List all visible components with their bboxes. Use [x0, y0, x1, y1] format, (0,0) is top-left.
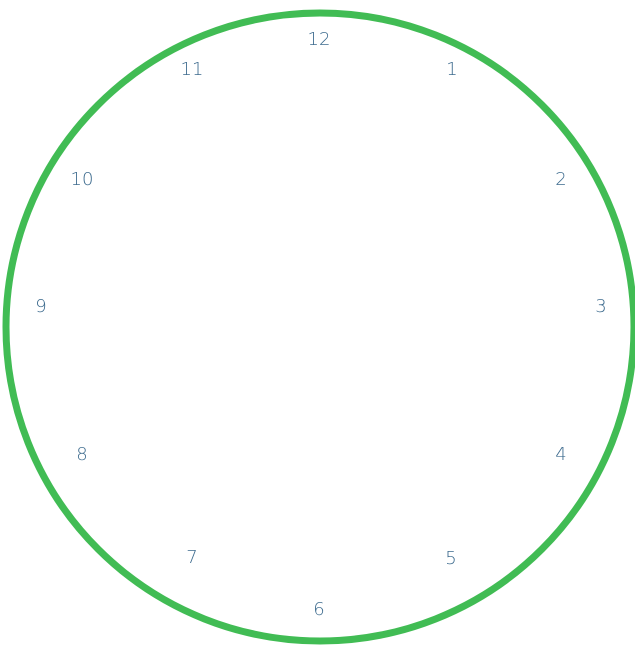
clock-number-9: 9 [35, 296, 46, 317]
clock-number-1: 1 [446, 59, 457, 80]
clock-number-7: 7 [186, 547, 197, 568]
clock-number-6: 6 [313, 599, 324, 620]
clock-number-4: 4 [555, 444, 566, 465]
clock-number-11: 11 [181, 59, 204, 80]
clock-number-2: 2 [555, 169, 566, 190]
clock-number-10: 10 [71, 169, 94, 190]
clock-ring [2, 9, 635, 645]
clock-number-12: 12 [308, 29, 331, 50]
clock-numbers: 12 1 2 3 4 5 6 7 8 9 10 11 [35, 29, 606, 620]
clock-number-8: 8 [76, 444, 87, 465]
clock-number-5: 5 [445, 548, 456, 569]
clock-number-3: 3 [595, 296, 606, 317]
